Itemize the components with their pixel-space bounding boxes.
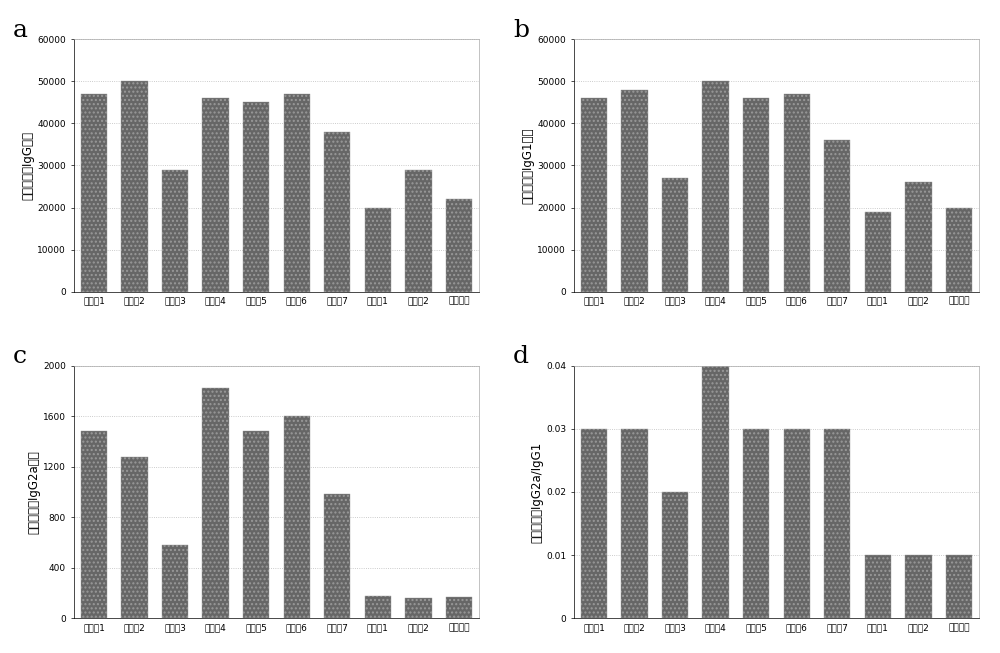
- Bar: [581, 429, 607, 618]
- Bar: [743, 429, 769, 618]
- Bar: [162, 545, 188, 618]
- Text: d: d: [513, 345, 529, 368]
- Bar: [365, 208, 391, 292]
- Bar: [784, 94, 810, 292]
- Bar: [865, 212, 891, 292]
- Bar: [946, 555, 972, 618]
- Bar: [702, 366, 729, 618]
- Y-axis label: 多糖特异性IgG2a滴度: 多糖特异性IgG2a滴度: [27, 450, 40, 534]
- Text: c: c: [13, 345, 27, 368]
- Y-axis label: 多糖特异性IgG1滴度: 多糖特异性IgG1滴度: [522, 127, 535, 204]
- Bar: [662, 492, 688, 618]
- Bar: [202, 98, 229, 292]
- Bar: [446, 199, 472, 292]
- Bar: [905, 182, 932, 292]
- Bar: [446, 597, 472, 618]
- Bar: [202, 389, 229, 618]
- Bar: [824, 140, 850, 292]
- Bar: [81, 94, 107, 292]
- Bar: [284, 416, 310, 618]
- Bar: [284, 94, 310, 292]
- Bar: [243, 103, 269, 292]
- Bar: [784, 429, 810, 618]
- Bar: [324, 494, 350, 618]
- Bar: [243, 432, 269, 618]
- Bar: [946, 208, 972, 292]
- Bar: [324, 132, 350, 292]
- Text: a: a: [13, 19, 28, 42]
- Bar: [824, 429, 850, 618]
- Bar: [621, 89, 648, 292]
- Bar: [81, 432, 107, 618]
- Bar: [121, 456, 148, 618]
- Bar: [662, 178, 688, 292]
- Bar: [405, 598, 432, 618]
- Bar: [621, 429, 648, 618]
- Y-axis label: 多糖特异性IgG2a/IgG1: 多糖特异性IgG2a/IgG1: [530, 441, 543, 543]
- Bar: [121, 81, 148, 292]
- Bar: [702, 81, 729, 292]
- Bar: [405, 170, 432, 292]
- Bar: [905, 555, 932, 618]
- Y-axis label: 多糖特异性IgG滴度: 多糖特异性IgG滴度: [22, 131, 35, 200]
- Text: b: b: [513, 19, 529, 42]
- Bar: [743, 98, 769, 292]
- Bar: [365, 596, 391, 618]
- Bar: [162, 170, 188, 292]
- Bar: [865, 555, 891, 618]
- Bar: [581, 98, 607, 292]
